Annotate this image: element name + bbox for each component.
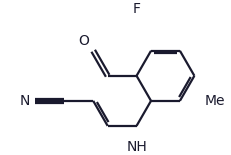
Text: O: O — [78, 34, 89, 48]
Text: NH: NH — [126, 140, 147, 154]
Text: F: F — [133, 2, 140, 16]
Text: Me: Me — [204, 94, 225, 108]
Text: N: N — [19, 94, 30, 108]
